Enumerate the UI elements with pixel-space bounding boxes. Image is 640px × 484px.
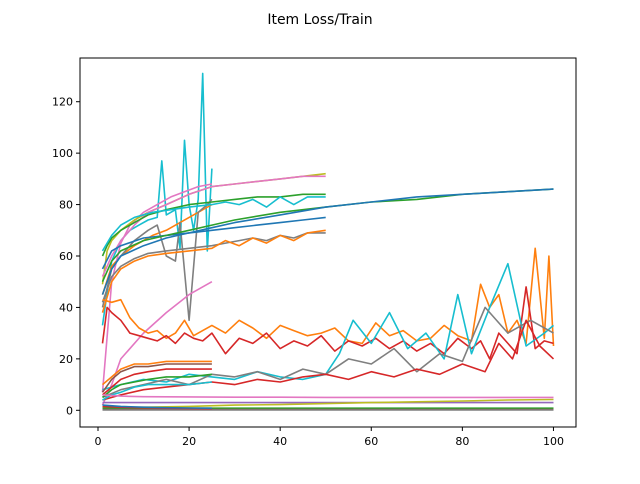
series-line-13 [101, 229, 326, 313]
series-line-25 [102, 394, 554, 399]
x-axis-ticks: 0 20 40 60 80 100 [94, 427, 564, 448]
y-tick-label: 40 [59, 301, 73, 314]
y-tick-label: 100 [52, 147, 73, 160]
series-line-27 [102, 398, 554, 409]
series-line-15 [102, 247, 555, 347]
series-line-11 [101, 188, 554, 295]
series-line-21 [101, 360, 212, 386]
y-tick-label: 120 [52, 96, 73, 109]
x-tick-label: 20 [182, 435, 196, 448]
plot-frame [79, 57, 577, 428]
x-tick-label: 60 [364, 435, 378, 448]
x-tick-label: 100 [543, 435, 564, 448]
x-tick-label: 80 [455, 435, 469, 448]
series-line-7 [101, 193, 326, 257]
series-line-8 [101, 196, 326, 252]
y-tick-label: 60 [59, 250, 73, 263]
series-line-16 [101, 286, 554, 360]
y-tick-label: 0 [66, 404, 73, 417]
series-line-23 [101, 373, 212, 399]
y-tick-label: 20 [59, 353, 73, 366]
plot-lines [101, 72, 555, 411]
series-line-17 [102, 262, 555, 391]
series-line-10 [101, 188, 554, 283]
y-tick-label: 80 [59, 199, 73, 212]
series-line-20 [101, 363, 212, 393]
series-line-22 [101, 368, 212, 396]
series-line-32 [102, 404, 212, 409]
series-line-14 [101, 281, 213, 406]
series-line-9 [101, 216, 326, 270]
series-line-6 [101, 175, 326, 277]
x-tick-label: 0 [94, 435, 101, 448]
series-line-19 [102, 319, 555, 401]
series-line-24 [102, 381, 212, 401]
series-line-1 [101, 72, 213, 326]
chart-title: Item Loss/Train [267, 12, 372, 28]
y-axis-ticks: 0 20 40 60 80 100 120 [52, 96, 80, 417]
x-tick-label: 40 [273, 435, 287, 448]
series-line-5 [101, 172, 326, 285]
